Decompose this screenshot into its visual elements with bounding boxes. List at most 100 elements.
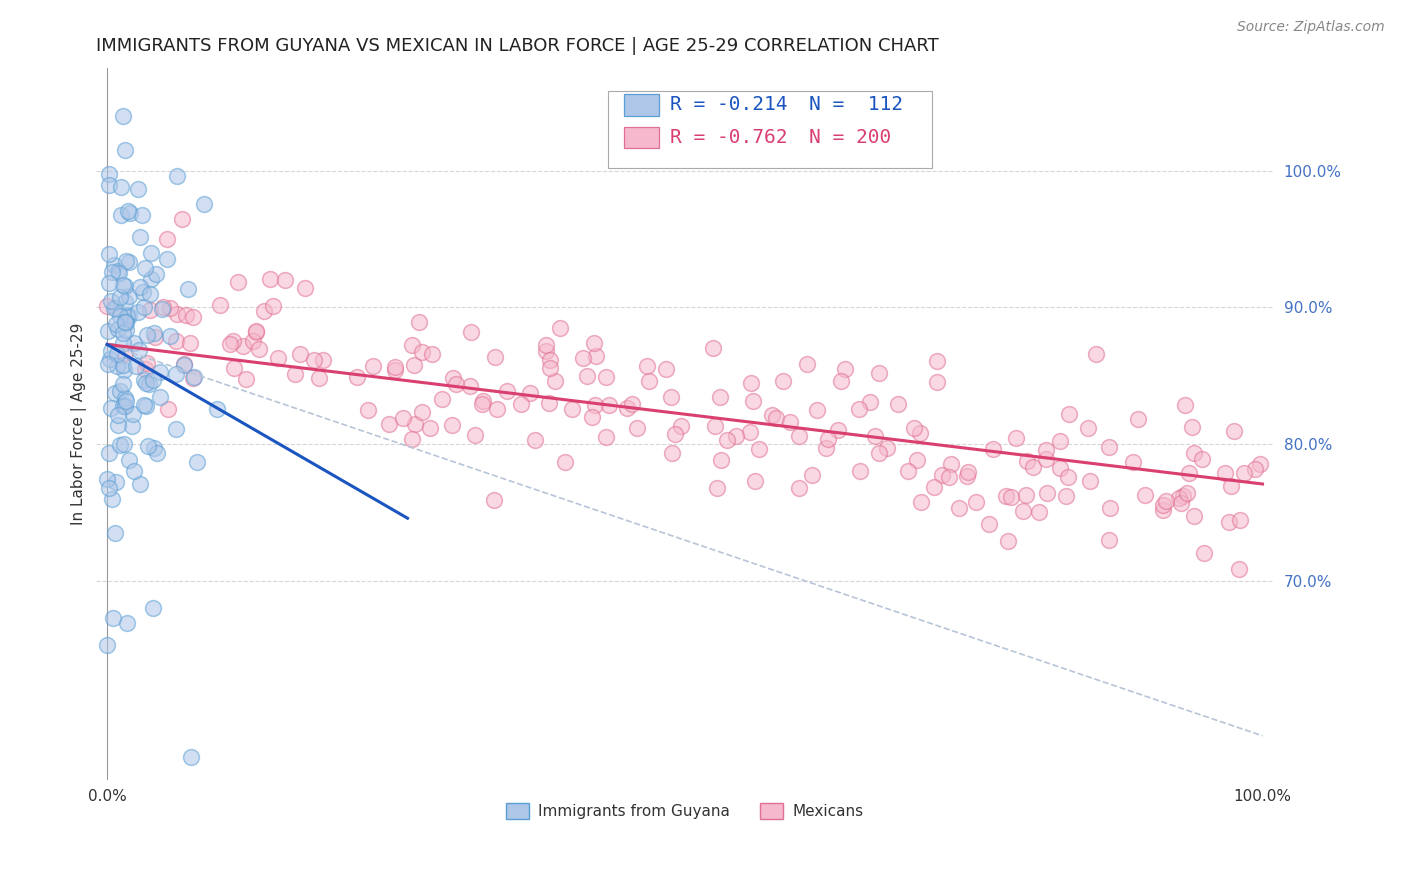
Point xyxy=(101,610,124,624)
Point xyxy=(121,418,143,433)
Point xyxy=(595,370,617,384)
Point xyxy=(896,464,918,478)
Point xyxy=(583,398,606,412)
Point xyxy=(408,315,430,329)
Point xyxy=(105,301,128,315)
Point xyxy=(111,377,134,392)
Point xyxy=(232,339,254,353)
Point xyxy=(957,465,980,479)
Point xyxy=(1017,454,1039,468)
Point xyxy=(98,446,121,460)
Point xyxy=(108,289,131,303)
Point xyxy=(444,376,467,391)
Point xyxy=(139,303,162,318)
Point xyxy=(401,338,423,352)
Point xyxy=(709,390,731,404)
Point xyxy=(598,398,620,412)
Point xyxy=(134,260,156,275)
Point xyxy=(404,358,426,372)
Text: N = 200: N = 200 xyxy=(808,128,891,147)
Point xyxy=(1171,489,1194,503)
Point xyxy=(524,433,547,447)
Point xyxy=(1078,474,1101,488)
Point xyxy=(703,418,725,433)
Point xyxy=(122,408,145,422)
Point xyxy=(97,246,120,260)
FancyBboxPatch shape xyxy=(623,127,659,148)
Point xyxy=(636,359,658,373)
Point xyxy=(1152,499,1174,513)
Point xyxy=(115,323,138,337)
Point xyxy=(1049,434,1071,449)
Point xyxy=(876,441,898,455)
Point xyxy=(288,347,311,361)
Point xyxy=(135,356,157,370)
Point xyxy=(166,307,188,321)
Point xyxy=(245,325,267,339)
Point xyxy=(97,277,120,291)
Point xyxy=(96,472,118,486)
Point xyxy=(180,749,202,764)
Point xyxy=(135,376,157,391)
Point xyxy=(1152,503,1174,517)
Point xyxy=(1154,494,1177,508)
Point xyxy=(1178,466,1201,480)
Point xyxy=(114,315,136,329)
Point xyxy=(108,438,131,452)
Point xyxy=(595,430,617,444)
Point xyxy=(142,441,165,455)
Point xyxy=(834,361,856,376)
Point xyxy=(830,374,852,388)
Point xyxy=(114,143,136,157)
Point xyxy=(115,310,138,325)
Point xyxy=(274,273,297,287)
Point xyxy=(741,394,763,409)
Point xyxy=(186,454,208,468)
Point xyxy=(143,326,166,340)
Point xyxy=(536,343,558,358)
Point xyxy=(1028,505,1050,519)
Point xyxy=(544,374,567,388)
Point xyxy=(1194,545,1216,559)
Point xyxy=(115,316,138,330)
Point xyxy=(110,208,132,222)
Point xyxy=(910,495,932,509)
Point xyxy=(1098,441,1121,455)
Point xyxy=(127,305,149,319)
Point xyxy=(253,303,276,318)
Point xyxy=(655,361,678,376)
Point xyxy=(441,371,464,385)
Text: R = -0.214: R = -0.214 xyxy=(669,95,787,114)
Point xyxy=(110,384,132,398)
Point xyxy=(1182,446,1205,460)
Point xyxy=(738,425,761,440)
Point xyxy=(114,278,136,293)
Point xyxy=(208,298,231,312)
Point xyxy=(1170,496,1192,510)
Point xyxy=(1227,561,1250,575)
Point xyxy=(1098,533,1121,547)
Point xyxy=(207,402,229,417)
Point xyxy=(927,376,949,390)
Point xyxy=(138,438,160,452)
Point xyxy=(103,301,125,315)
Point xyxy=(114,315,136,329)
Point xyxy=(267,351,290,365)
Point xyxy=(157,402,180,417)
Point xyxy=(110,310,132,324)
Point xyxy=(139,272,162,286)
Point xyxy=(97,357,120,371)
Point xyxy=(548,320,571,334)
Point xyxy=(661,446,683,460)
Point xyxy=(103,258,125,272)
Point xyxy=(669,419,692,434)
Point xyxy=(583,335,606,350)
Point xyxy=(107,408,129,422)
Point xyxy=(165,422,187,436)
Point xyxy=(145,267,167,281)
Point xyxy=(1049,460,1071,475)
Point xyxy=(120,206,142,220)
Point xyxy=(118,310,141,324)
Point xyxy=(132,300,155,314)
Point xyxy=(716,433,738,447)
